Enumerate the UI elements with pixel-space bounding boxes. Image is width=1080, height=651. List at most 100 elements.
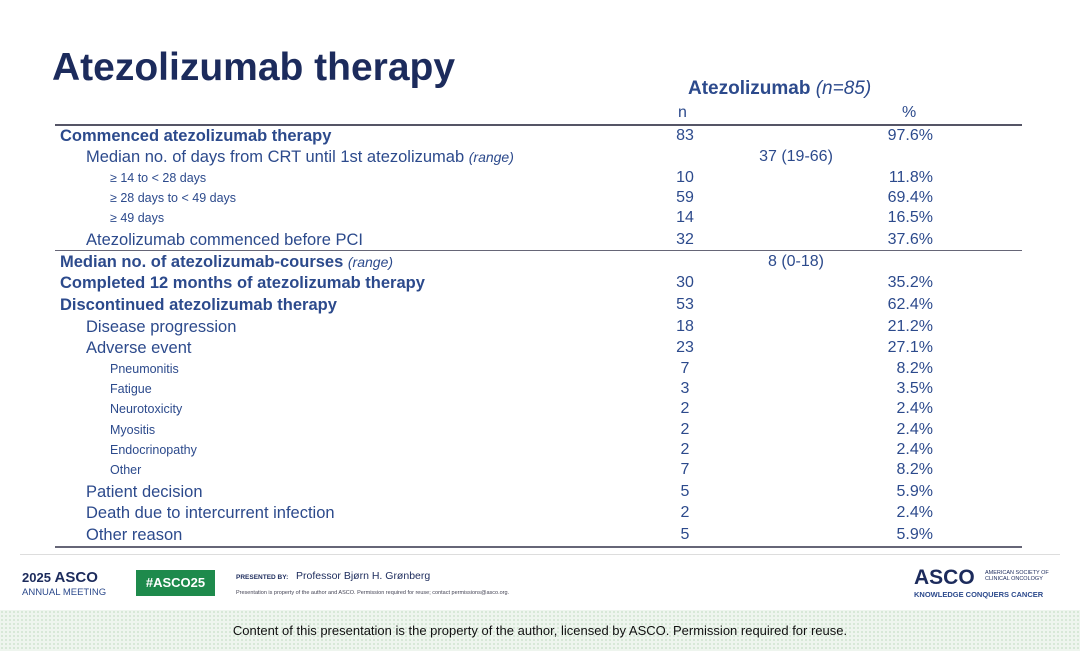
value-text: 37 (19-66) (759, 148, 833, 165)
asco-logo: ASCO (914, 566, 975, 589)
n-text: 2 (680, 400, 690, 417)
n-text: 5 (680, 483, 690, 500)
hashtag: #ASCO25 (136, 570, 215, 596)
n-text: 32 (676, 231, 694, 248)
group-header: Atezolizumab (n=85) (688, 78, 871, 100)
pct-cell: 8.2% (833, 460, 933, 480)
n-text: 2 (680, 441, 690, 458)
column-header: % (902, 104, 917, 121)
group-name: Atezolizumab (688, 78, 811, 99)
pct-cell: 27.1% (833, 338, 933, 358)
range-note: (range) (468, 149, 514, 165)
label-text: Endocrinopathy (110, 443, 197, 457)
row-label: Death due to intercurrent infection (86, 503, 335, 523)
n-cell: 83 (640, 126, 730, 146)
table-rule (55, 124, 1022, 126)
pct-cell: 21.2% (833, 317, 933, 337)
n-cell: 10 (640, 168, 730, 188)
pct-text: 8.2% (896, 461, 933, 478)
row-label: ≥ 28 days to < 49 days (110, 188, 236, 208)
label-text: Fatigue (110, 382, 152, 396)
group-note: (n=85) (815, 78, 872, 99)
row-label: Median no. of days from CRT until 1st at… (86, 147, 514, 167)
row-label: Neurotoxicity (110, 399, 182, 419)
row-label: Discontinued atezolizumab therapy (60, 295, 337, 315)
pct-text: 5.9% (896, 526, 933, 543)
pct-cell: 37.6% (833, 230, 933, 250)
row-label: Commenced atezolizumab therapy (60, 126, 331, 146)
label-text: Other reason (86, 526, 183, 544)
pct-text: 97.6% (887, 127, 933, 144)
n-cell: 7 (640, 359, 730, 379)
asco: ASCO (54, 569, 98, 586)
merged-value: 8 (0-18) (696, 252, 896, 272)
label-text: Adverse event (86, 339, 192, 357)
label-text: Myositis (110, 423, 156, 437)
label-text: ≥ 14 to < 28 days (110, 171, 207, 185)
n-cell: 23 (640, 338, 730, 358)
pct-text: 16.5% (887, 209, 933, 226)
row-label: Adverse event (86, 338, 191, 358)
label-text: Pneumonitis (110, 362, 179, 376)
n-text: 18 (676, 318, 694, 335)
row-label: Endocrinopathy (110, 440, 197, 460)
pct-cell: 2.4% (833, 399, 933, 419)
n-cell: 2 (640, 440, 730, 460)
pct-cell: 35.2% (833, 273, 933, 293)
table-rule (55, 546, 1022, 548)
pct-text: 35.2% (887, 274, 933, 291)
label-text: Discontinued atezolizumab therapy (60, 296, 337, 314)
label-text: ≥ 28 days to < 49 days (110, 191, 237, 205)
pct-cell: 69.4% (833, 188, 933, 208)
range-note: (range) (347, 254, 394, 270)
label-text: Commenced atezolizumab therapy (60, 127, 332, 145)
row-label: Atezolizumab commenced before PCI (86, 230, 363, 250)
year: 2025 (22, 570, 51, 585)
n-cell: 2 (640, 503, 730, 523)
n-text: 7 (680, 360, 690, 377)
n-cell: 5 (640, 482, 730, 502)
n-cell: 14 (640, 208, 730, 228)
pct-text: 3.5% (896, 380, 933, 397)
pct-cell: 97.6% (833, 126, 933, 146)
pct-cell: 2.4% (833, 503, 933, 523)
n-text: 2 (680, 504, 690, 521)
pct-text: 8.2% (896, 360, 933, 377)
disclaimer: Presentation is property of the author a… (236, 590, 510, 596)
row-label: ≥ 49 days (110, 208, 164, 228)
pct-text: 11.8% (888, 169, 933, 186)
n-cell: 18 (640, 317, 730, 337)
pct-cell: 5.9% (833, 525, 933, 545)
n-cell: 3 (640, 379, 730, 399)
pct-cell: 3.5% (833, 379, 933, 399)
pct-text: 21.2% (887, 318, 933, 335)
banner-text: Content of this presentation is the prop… (232, 623, 848, 638)
n-text: 83 (676, 127, 694, 144)
pct-cell: 11.8% (833, 168, 933, 188)
presenter: Professor Bjørn H. Grønberg (296, 570, 431, 582)
pct-text: 2.4% (896, 421, 933, 438)
n-text: 30 (676, 274, 694, 291)
n-cell: 32 (640, 230, 730, 250)
pct-cell: 2.4% (833, 420, 933, 440)
label-text: Disease progression (86, 318, 237, 336)
pct-cell: 5.9% (833, 482, 933, 502)
row-label: Median no. of atezolizumab-courses (rang… (60, 252, 393, 272)
value-text: 8 (0-18) (767, 253, 825, 270)
pct-text: 2.4% (896, 504, 933, 521)
footer-rule (20, 554, 1060, 555)
pct-text: 5.9% (896, 483, 933, 500)
label-text: Median no. of days from CRT until 1st at… (86, 148, 465, 166)
n-text: 7 (680, 461, 690, 478)
n-cell: 30 (640, 273, 730, 293)
n-cell: 2 (640, 420, 730, 440)
n-text: 2 (680, 421, 690, 438)
tagline: KNOWLEDGE CONQUERS CANCER (914, 590, 1044, 599)
n-cell: 2 (640, 399, 730, 419)
n-cell: 53 (640, 295, 730, 315)
pct-cell: 2.4% (833, 440, 933, 460)
presented-by: PRESENTED BY: (236, 574, 289, 581)
n-text: 3 (680, 380, 690, 397)
column-header: n (678, 104, 687, 121)
n-text: 10 (676, 169, 694, 186)
